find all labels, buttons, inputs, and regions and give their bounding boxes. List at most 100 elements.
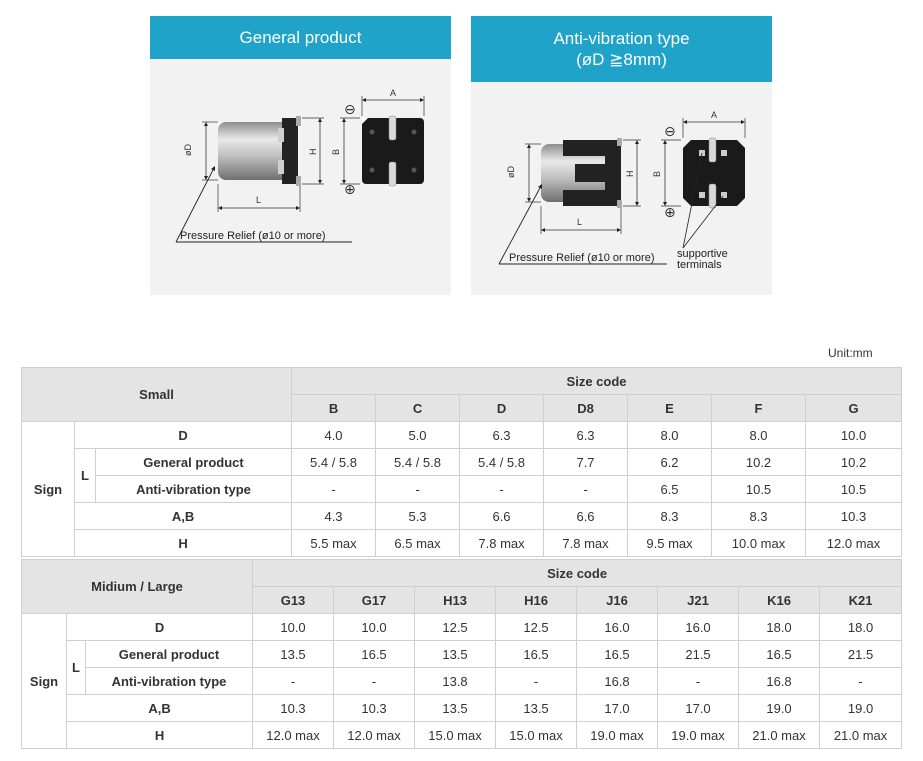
size-code-header: Size code — [291, 367, 903, 395]
table-row: Anti-vibration type - - - -6.5 10.5 10.5 — [22, 475, 903, 503]
value-cell: 21.5 — [657, 640, 740, 668]
value-cell: 17.0 — [657, 694, 740, 722]
value-cell: 5.5 max — [291, 529, 377, 557]
row-label: D — [73, 421, 293, 449]
size-code-e: E — [627, 394, 713, 422]
value-cell: 9.5 max — [627, 529, 713, 557]
value-cell: 18.0 — [819, 613, 903, 641]
capacitor-bottom-view — [683, 140, 745, 206]
value-cell: 6.5 — [627, 475, 713, 503]
table-row: G13 G17 H13 H16 J16 J21 K16 K21 — [22, 586, 903, 614]
value-cell: 6.6 — [459, 502, 545, 530]
row-label: Anti-vibration type — [94, 475, 293, 503]
value-cell: 5.3 — [375, 502, 461, 530]
b-label: B — [652, 171, 662, 177]
row-label: A,B — [73, 502, 293, 530]
capacitor-bottom-view — [362, 118, 424, 184]
value-cell: - — [819, 667, 903, 695]
table-row: Small Size code — [20, 367, 903, 422]
value-cell: - — [543, 475, 629, 503]
value-cell: - — [333, 667, 416, 695]
value-cell: 10.0 — [805, 421, 903, 449]
pressure-relief-label: Pressure Relief (ø10 or more) — [509, 252, 655, 264]
anti-vibration-panel: Anti-vibration type (øD ≧8mm) øD H L — [471, 16, 772, 295]
value-cell: 10.2 — [805, 448, 903, 476]
value-cell: 7.8 max — [459, 529, 545, 557]
table-row: H 12.0 max 12.0 max 15.0 max 15.0 max 19.0 m… — [22, 721, 903, 749]
table-row: H 5.5 max 6.5 max 7.8 max 7.8 max 9.5 max 10.… — [22, 529, 903, 557]
h-label: H — [308, 149, 318, 156]
value-cell: 16.8 — [576, 667, 659, 695]
size-code-h13: H13 — [414, 586, 497, 614]
medium-large-size-table: Midium / Large Size code G13 G17 H13 H16 J16… — [20, 559, 903, 749]
a-label: A — [390, 88, 396, 98]
value-cell: 16.0 — [657, 613, 740, 641]
value-cell: 10.5 — [805, 475, 903, 503]
small-title: Small — [20, 367, 293, 422]
value-cell: 5.4 / 5.8 — [291, 448, 377, 476]
value-cell: 19.0 — [738, 694, 821, 722]
value-cell: 15.0 max — [414, 721, 497, 749]
l-label: L — [577, 217, 582, 227]
size-code-k21: K21 — [819, 586, 903, 614]
value-cell: 12.0 max — [805, 529, 903, 557]
plus-terminal-icon: ⊕ — [664, 205, 676, 221]
capacitor-body — [218, 122, 292, 180]
capacitor-base — [563, 140, 621, 206]
size-code-g: G — [805, 394, 903, 422]
value-cell: 13.8 — [414, 667, 497, 695]
anti-vibration-header: Anti-vibration type (øD ≧8mm) — [471, 16, 772, 82]
unit-label: Unit:mm — [828, 346, 873, 360]
general-product-panel: General product øD H — [150, 16, 451, 295]
value-cell: 4.0 — [291, 421, 377, 449]
size-code-f: F — [711, 394, 807, 422]
value-cell: 16.0 — [576, 613, 659, 641]
value-cell: 19.0 max — [657, 721, 740, 749]
value-cell: 12.5 — [495, 613, 578, 641]
size-code-d8: D8 — [543, 394, 629, 422]
row-label: H — [65, 721, 254, 749]
od-label: øD — [506, 166, 516, 178]
general-product-diagram: øD H L A B ⊖ ⊕ Pressure Relief ( — [175, 88, 425, 243]
row-label: Anti-vibration type — [84, 667, 254, 695]
row-label: D — [65, 613, 254, 641]
value-cell: 5.4 / 5.8 — [375, 448, 461, 476]
value-cell: 7.7 — [543, 448, 629, 476]
value-cell: 6.3 — [459, 421, 545, 449]
value-cell: 16.8 — [738, 667, 821, 695]
medium-title: Midium / Large — [20, 559, 254, 614]
value-cell: 10.2 — [711, 448, 807, 476]
value-cell: 6.3 — [543, 421, 629, 449]
value-cell: 6.5 max — [375, 529, 461, 557]
value-cell: - — [291, 475, 377, 503]
table-row: L General product 5.4 / 5.8 5.4 / 5.8 5.4 … — [22, 448, 903, 503]
a-label: A — [711, 110, 717, 120]
general-product-header: General product — [150, 16, 451, 59]
value-cell: 5.4 / 5.8 — [459, 448, 545, 476]
size-code-j16: J16 — [576, 586, 659, 614]
value-cell: 19.0 — [819, 694, 903, 722]
value-cell: 10.3 — [805, 502, 903, 530]
value-cell: 13.5 — [414, 640, 497, 668]
value-cell: 10.0 max — [711, 529, 807, 557]
value-cell: 10.3 — [333, 694, 416, 722]
size-code-header: Size code — [252, 559, 903, 587]
plus-terminal-icon: ⊕ — [344, 182, 356, 198]
value-cell: 5.0 — [375, 421, 461, 449]
value-cell: 8.0 — [627, 421, 713, 449]
size-code-g13: G13 — [252, 586, 335, 614]
value-cell: 10.5 — [711, 475, 807, 503]
sign-label: Sign — [21, 421, 75, 557]
row-label: A,B — [65, 694, 254, 722]
row-label: H — [73, 529, 293, 557]
table-row: L General product 13.5 16.5 13.5 16.5 16.5 21… — [22, 640, 903, 695]
size-code-k16: K16 — [738, 586, 821, 614]
table-row: Midium / Large Size code — [20, 559, 903, 614]
value-cell: 8.0 — [711, 421, 807, 449]
value-cell: 17.0 — [576, 694, 659, 722]
value-cell: - — [459, 475, 545, 503]
value-cell: 12.0 max — [252, 721, 335, 749]
size-code-g17: G17 — [333, 586, 416, 614]
value-cell: 4.3 — [291, 502, 377, 530]
size-code-h16: H16 — [495, 586, 578, 614]
